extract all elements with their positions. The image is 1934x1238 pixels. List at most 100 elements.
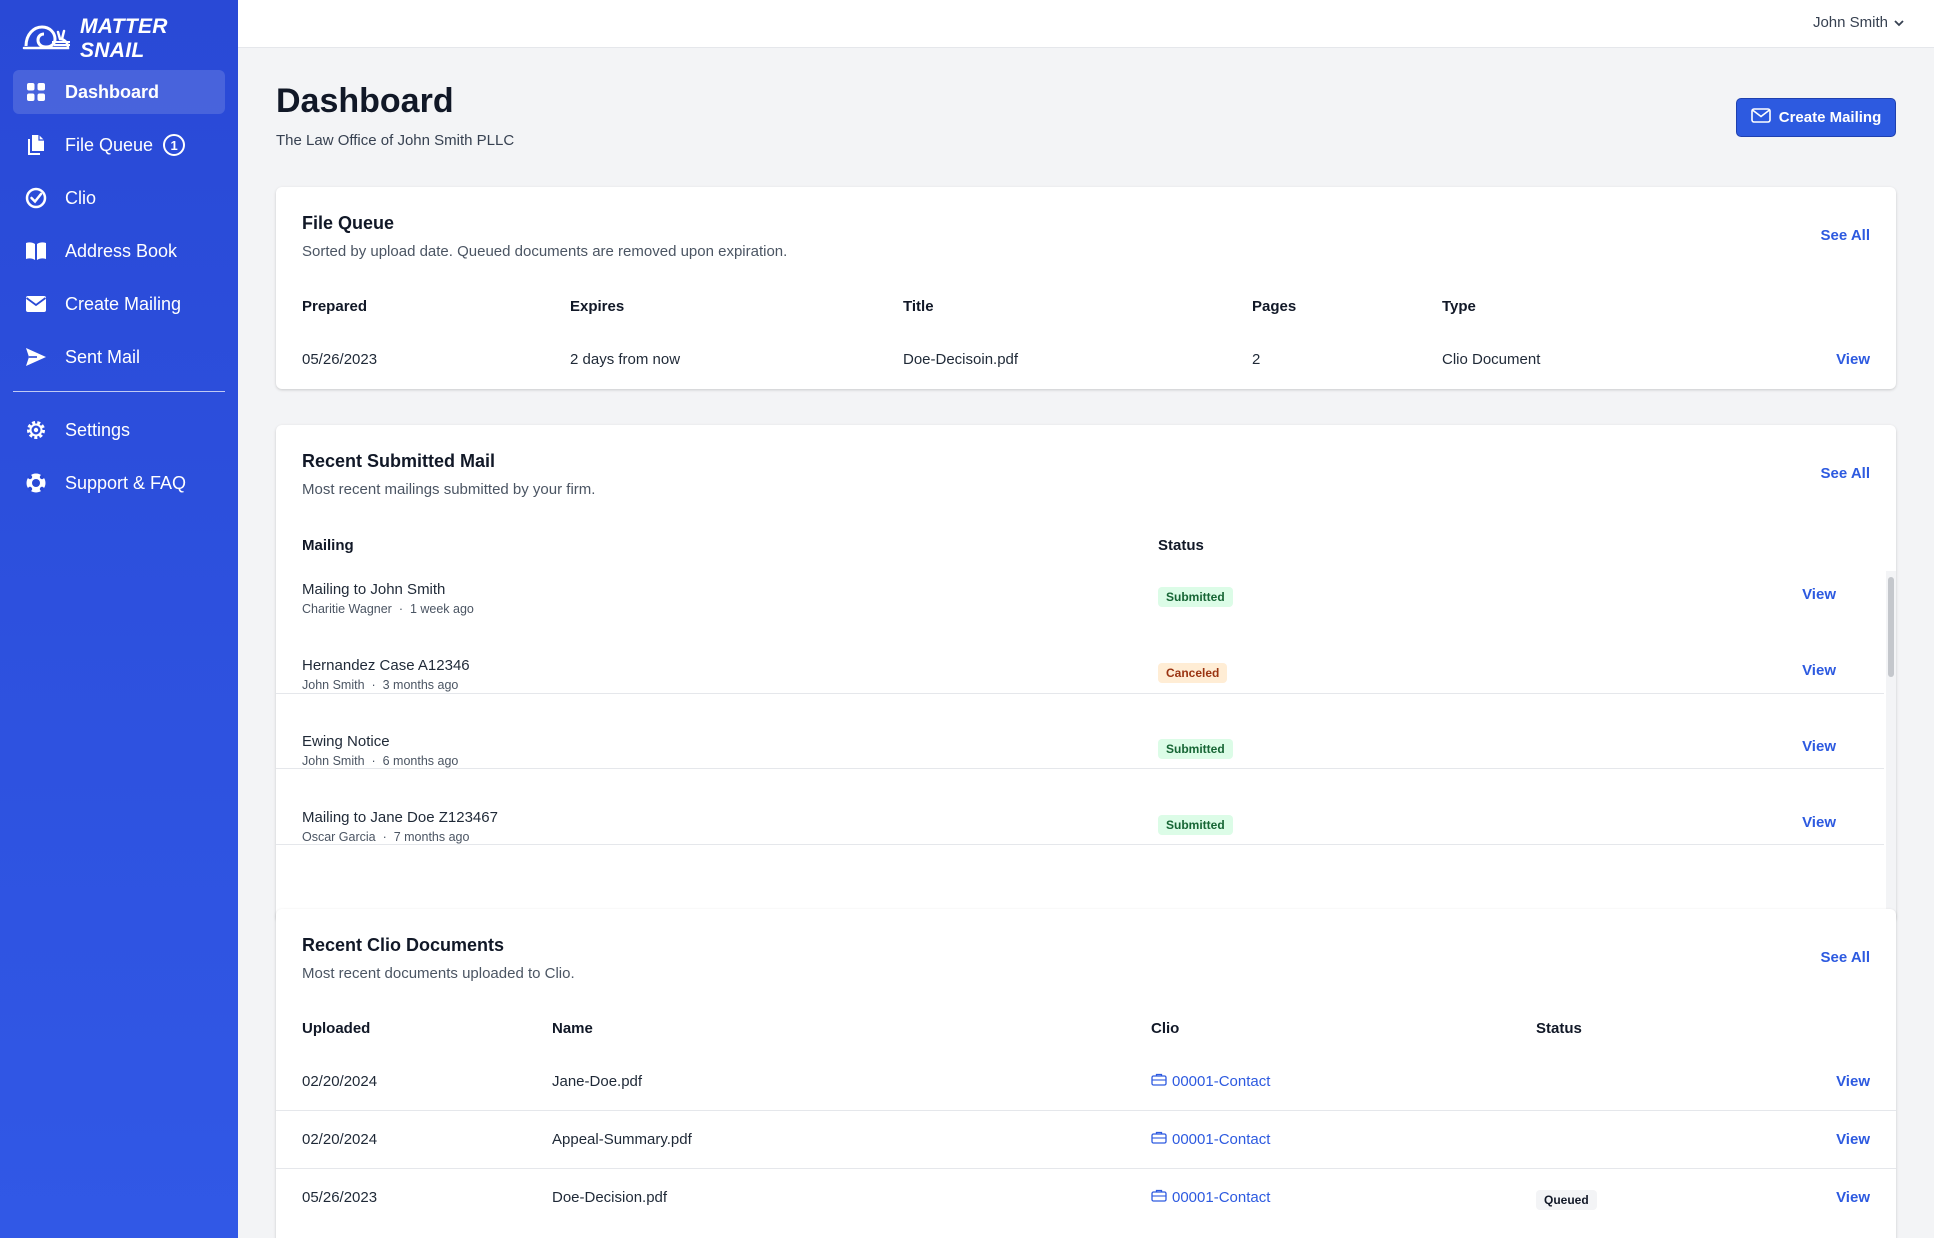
clio-matter-label: 00001-Contact — [1172, 1131, 1271, 1148]
row-divider — [276, 1110, 1896, 1111]
expires-cell: 2 days from now — [570, 351, 681, 368]
sidebar-item-sent-mail[interactable]: Sent Mail — [13, 335, 225, 379]
sidebar-item-support[interactable]: Support & FAQ — [13, 461, 225, 505]
clio-matter-link[interactable]: 00001-Contact — [1151, 1131, 1270, 1148]
meta-separator: · — [398, 602, 403, 616]
view-link[interactable]: View — [1836, 1131, 1870, 1148]
brand-name: MATTER SNAIL — [80, 15, 168, 62]
column-header-prepared: Prepared — [302, 298, 368, 315]
sidebar-item-address-book[interactable]: Address Book — [13, 229, 225, 273]
view-link[interactable]: View — [1836, 1189, 1870, 1206]
paper-airplane-icon — [23, 344, 49, 370]
column-header-pages: Pages — [1252, 298, 1297, 315]
pages-cell: 2 — [1252, 351, 1261, 368]
column-header-name: Name — [552, 1020, 593, 1037]
mail-list-scrollbar[interactable] — [1886, 571, 1896, 922]
type-cell: Clio Document — [1442, 351, 1541, 368]
prepared-cell: 05/26/2023 — [302, 351, 378, 368]
clio-matter-label: 00001-Contact — [1172, 1189, 1271, 1206]
mailing-meta: John Smith · 3 months ago — [302, 678, 458, 692]
envelope-icon — [23, 291, 49, 317]
file-queue-count-badge: 1 — [163, 134, 186, 156]
mailing-author: John Smith — [302, 754, 365, 768]
card-title: File Queue — [302, 213, 395, 233]
user-menu[interactable]: John Smith — [1813, 14, 1904, 31]
column-header-uploaded: Uploaded — [302, 1020, 371, 1037]
meta-separator: · — [382, 830, 387, 844]
top-bar: John Smith — [238, 0, 1934, 48]
status-badge: Submitted — [1158, 587, 1233, 607]
briefcase-icon — [1151, 1189, 1167, 1206]
row-divider — [276, 768, 1884, 769]
briefcase-icon — [1151, 1131, 1167, 1148]
page-subtitle: The Law Office of John Smith PLLC — [276, 132, 515, 149]
meta-separator: · — [371, 678, 376, 692]
card-title: Recent Clio Documents — [302, 935, 505, 955]
sidebar-item-label: Create Mailing — [65, 293, 182, 314]
clio-matter-link[interactable]: 00001-Contact — [1151, 1189, 1270, 1206]
sidebar-item-file-queue[interactable]: File Queue 1 — [13, 123, 225, 167]
column-header-status: Status — [1536, 1020, 1582, 1037]
sidebar-item-create-mailing[interactable]: Create Mailing — [13, 282, 225, 326]
sidebar: MATTER SNAIL Dashboard File Queue 1 Clio — [0, 0, 238, 1238]
card-description: Most recent mailings submitted by your f… — [302, 481, 596, 498]
clio-docs-see-all-link[interactable]: See All — [1820, 949, 1870, 966]
name-cell: Jane-Doe.pdf — [552, 1073, 643, 1090]
title-cell: Doe-Decisoin.pdf — [903, 351, 1019, 368]
row-divider — [276, 1168, 1896, 1169]
view-link[interactable]: View — [1836, 351, 1870, 368]
create-mailing-label: Create Mailing — [1778, 109, 1882, 126]
view-link[interactable]: View — [1802, 814, 1836, 831]
status-badge: Queued — [1536, 1190, 1597, 1210]
recent-mail-card: Recent Submitted Mail Most recent mailin… — [276, 425, 1896, 922]
user-name: John Smith — [1812, 14, 1888, 31]
brand-logo[interactable]: MATTER SNAIL — [22, 15, 238, 62]
sidebar-item-dashboard[interactable]: Dashboard — [13, 70, 225, 114]
scrollbar-thumb[interactable] — [1888, 577, 1894, 677]
column-header-status: Status — [1158, 537, 1204, 554]
create-mailing-button[interactable]: Create Mailing — [1736, 98, 1896, 137]
sidebar-item-settings[interactable]: Settings — [13, 408, 225, 452]
sidebar-item-label: Dashboard — [65, 81, 160, 102]
file-queue-card: File Queue Sorted by upload date. Queued… — [276, 187, 1896, 389]
sidebar-divider — [13, 391, 225, 392]
uploaded-cell: 05/26/2023 — [302, 1189, 378, 1206]
lifebuoy-icon — [23, 470, 49, 496]
chevron-down-icon — [1894, 14, 1904, 31]
view-link[interactable]: View — [1802, 738, 1836, 755]
sidebar-item-label: Clio — [65, 187, 97, 208]
mailing-title: Mailing to Jane Doe Z123467 — [302, 809, 498, 826]
mailing-time: 1 week ago — [409, 602, 474, 616]
row-divider — [276, 844, 1884, 845]
mailing-author: Charitie Wagner — [302, 602, 392, 616]
sidebar-item-label: Settings — [65, 419, 131, 440]
mailing-title: Ewing Notice — [302, 733, 390, 750]
clio-matter-link[interactable]: 00001-Contact — [1151, 1073, 1270, 1090]
book-open-icon — [23, 238, 49, 264]
view-link[interactable]: View — [1802, 586, 1836, 603]
uploaded-cell: 02/20/2024 — [302, 1073, 378, 1090]
check-circle-icon — [23, 185, 49, 211]
name-cell: Appeal-Summary.pdf — [552, 1131, 692, 1148]
row-divider — [276, 693, 1884, 694]
mailing-title: Hernandez Case A12346 — [302, 657, 470, 674]
gear-icon — [23, 417, 49, 443]
file-queue-see-all-link[interactable]: See All — [1820, 227, 1870, 244]
status-badge: Canceled — [1158, 663, 1228, 683]
view-link[interactable]: View — [1802, 662, 1836, 679]
card-description: Most recent documents uploaded to Clio. — [302, 965, 575, 982]
sidebar-nav: Dashboard File Queue 1 Clio Address Book — [13, 70, 225, 514]
status-badge: Submitted — [1158, 815, 1233, 835]
recent-mail-see-all-link[interactable]: See All — [1820, 465, 1870, 482]
snail-logo-icon — [22, 24, 72, 55]
meta-separator: · — [371, 754, 376, 768]
clio-documents-card: Recent Clio Documents Most recent docume… — [276, 909, 1896, 1238]
view-link[interactable]: View — [1836, 1073, 1870, 1090]
grid-icon — [23, 79, 49, 105]
sidebar-item-clio[interactable]: Clio — [13, 176, 225, 220]
status-badge: Submitted — [1158, 739, 1233, 759]
documents-icon — [23, 132, 49, 158]
sidebar-item-label: Address Book — [65, 240, 178, 261]
sidebar-item-label: File Queue — [65, 134, 154, 155]
sidebar-item-label: Sent Mail — [65, 346, 141, 367]
